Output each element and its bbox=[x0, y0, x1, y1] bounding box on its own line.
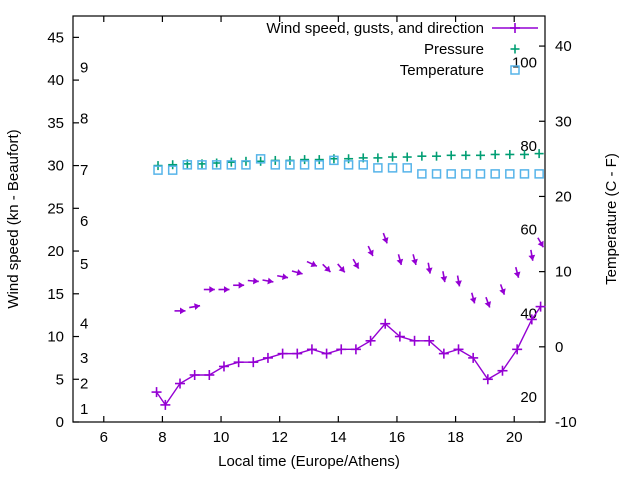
y2-tick-label: 0 bbox=[555, 339, 563, 356]
x-tick-label: 16 bbox=[389, 429, 406, 446]
y-tick-label: 10 bbox=[47, 329, 64, 346]
x-tick-label: 10 bbox=[213, 429, 230, 446]
y2-tick-label: 40 bbox=[555, 38, 572, 55]
fahrenheit-label: 20 bbox=[520, 389, 537, 406]
data-series-group bbox=[151, 149, 546, 410]
legend-label: Temperature bbox=[400, 62, 484, 79]
series-1 bbox=[151, 301, 546, 410]
series-3 bbox=[153, 149, 544, 171]
y-tick-label: 40 bbox=[47, 72, 64, 89]
y2-tick-label: 30 bbox=[555, 113, 572, 130]
y-tick-label: 15 bbox=[47, 286, 64, 303]
y2-tick-label: 20 bbox=[555, 188, 572, 205]
beaufort-inner-labels: 1 2 3 4 5 6 7 8 9 bbox=[80, 59, 88, 418]
beaufort-label: 6 bbox=[80, 213, 88, 230]
y-tick-label: 25 bbox=[47, 200, 64, 217]
beaufort-label: 5 bbox=[80, 256, 88, 273]
legend-label: Wind speed, gusts, and direction bbox=[266, 20, 484, 37]
x-axis-ticks: 6 8 10 12 14 16 18 20 bbox=[100, 16, 523, 446]
x-tick-label: 6 bbox=[100, 429, 108, 446]
beaufort-label: 1 bbox=[80, 401, 88, 418]
chart-legend: Wind speed, gusts, and direction Pressure… bbox=[266, 20, 538, 79]
y-tick-label: 45 bbox=[47, 29, 64, 46]
y-tick-label: 20 bbox=[47, 243, 64, 260]
beaufort-label: 3 bbox=[80, 350, 88, 367]
x-tick-label: 8 bbox=[158, 429, 166, 446]
beaufort-label: 8 bbox=[80, 111, 88, 128]
beaufort-label: 7 bbox=[80, 162, 88, 179]
y-axis-ticks: 0 5 10 15 20 25 30 35 40 45 bbox=[47, 29, 79, 431]
plot-frame bbox=[72, 15, 546, 423]
y2-axis-ticks: -10 0 10 20 30 40 bbox=[539, 38, 577, 431]
beaufort-label: 9 bbox=[80, 59, 88, 76]
series-2 bbox=[174, 232, 545, 315]
x-tick-label: 20 bbox=[506, 429, 523, 446]
y2-tick-label: 10 bbox=[555, 264, 572, 281]
y2-tick-label: -10 bbox=[555, 414, 577, 431]
x-axis-title: Local time (Europe/Athens) bbox=[218, 453, 400, 470]
beaufort-label: 2 bbox=[80, 376, 88, 393]
y-tick-label: 5 bbox=[56, 371, 64, 388]
y2-axis-title: Temperature (C - F) bbox=[603, 153, 620, 285]
x-tick-label: 12 bbox=[271, 429, 288, 446]
fahrenheit-label: 60 bbox=[520, 222, 537, 239]
x-tick-label: 18 bbox=[447, 429, 464, 446]
y-tick-label: 0 bbox=[56, 414, 64, 431]
y-tick-label: 30 bbox=[47, 158, 64, 175]
y-tick-label: 35 bbox=[47, 115, 64, 132]
fahrenheit-label: 80 bbox=[520, 138, 537, 155]
x-tick-label: 14 bbox=[330, 429, 347, 446]
y-axis-title: Wind speed (kn - Beaufort) bbox=[5, 129, 22, 308]
beaufort-label: 4 bbox=[80, 316, 88, 333]
series-4 bbox=[153, 154, 544, 179]
fahrenheit-label: 100 bbox=[512, 55, 537, 72]
legend-label: Pressure bbox=[424, 41, 484, 58]
